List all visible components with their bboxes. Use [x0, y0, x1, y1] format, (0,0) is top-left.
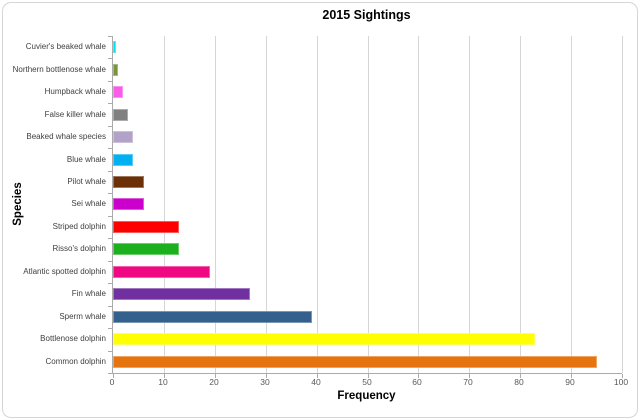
- y-tick-1: [108, 58, 112, 59]
- y-tick-3: [108, 103, 112, 104]
- x-axis-title: Frequency: [337, 390, 396, 402]
- bar-blue-whale: [113, 154, 133, 166]
- gridline-x-100: [622, 36, 623, 373]
- y-tick-8: [108, 216, 112, 217]
- x-tick-80: [520, 374, 521, 378]
- y-tick-7: [108, 193, 112, 194]
- x-tick-40: [317, 374, 318, 378]
- bar-humpback-whale: [113, 86, 123, 98]
- gridline-x-70: [469, 36, 470, 373]
- category-label-sei-whale: Sei whale: [71, 199, 106, 208]
- x-tick-label-100: 100: [613, 377, 629, 387]
- category-label-sperm-whale: Sperm whale: [59, 312, 106, 321]
- plot-area: [108, 36, 623, 378]
- bar-sperm-whale: [113, 311, 312, 323]
- gridline-x-10: [164, 36, 165, 373]
- category-label-striped-dolphin: Striped dolphin: [52, 222, 106, 231]
- x-tick-label-40: 40: [311, 377, 321, 387]
- category-label-humpback-whale: Humpback whale: [44, 87, 106, 96]
- y-tick-4: [108, 126, 112, 127]
- x-tick-label-90: 90: [565, 377, 575, 387]
- y-tick-12: [108, 306, 112, 307]
- bar-pilot-whale: [113, 176, 144, 188]
- x-tick-0: [113, 374, 114, 378]
- category-label-risso-s-dolphin: Risso's dolphin: [52, 244, 106, 253]
- gridline-x-40: [317, 36, 318, 373]
- category-label-northern-bottlenose-whale: Northern bottlenose whale: [12, 65, 106, 74]
- bar-cuvier-s-beaked-whale: [113, 41, 116, 53]
- category-label-atlantic-spotted-dolphin: Atlantic spotted dolphin: [23, 267, 106, 276]
- bar-atlantic-spotted-dolphin: [113, 266, 210, 278]
- bar-risso-s-dolphin: [113, 243, 179, 255]
- x-tick-label-80: 80: [514, 377, 524, 387]
- category-label-fin-whale: Fin whale: [71, 289, 106, 298]
- x-tick-label-70: 70: [463, 377, 473, 387]
- bar-sei-whale: [113, 198, 144, 210]
- y-tick-13: [108, 328, 112, 329]
- gridline-x-50: [368, 36, 369, 373]
- chart-title: 2015 Sightings: [322, 8, 411, 22]
- y-tick-2: [108, 81, 112, 82]
- y-tick-11: [108, 283, 112, 284]
- gridline-x-20: [215, 36, 216, 373]
- bar-northern-bottlenose-whale: [113, 64, 118, 76]
- gridline-x-60: [418, 36, 419, 373]
- bar-false-killer-whale: [113, 109, 128, 121]
- y-tick-14: [108, 351, 112, 352]
- y-tick-9: [108, 238, 112, 239]
- gridline-x-90: [571, 36, 572, 373]
- x-tick-90: [571, 374, 572, 378]
- y-tick-15: [108, 373, 112, 374]
- bar-common-dolphin: [113, 356, 597, 368]
- bar-bottlenose-dolphin: [113, 333, 535, 345]
- x-tick-label-10: 10: [158, 377, 168, 387]
- category-label-common-dolphin: Common dolphin: [45, 357, 106, 366]
- x-tick-label-0: 0: [109, 377, 115, 387]
- gridline-x-30: [266, 36, 267, 373]
- x-tick-label-30: 30: [260, 377, 270, 387]
- x-tick-30: [266, 374, 267, 378]
- x-tick-60: [418, 374, 419, 378]
- category-label-pilot-whale: Pilot whale: [67, 177, 106, 186]
- x-tick-label-20: 20: [209, 377, 219, 387]
- x-tick-100: [622, 374, 623, 378]
- category-label-beaked-whale-species: Beaked whale species: [26, 132, 106, 141]
- category-label-bottlenose-dolphin: Bottlenose dolphin: [40, 334, 106, 343]
- x-tick-20: [215, 374, 216, 378]
- y-tick-6: [108, 171, 112, 172]
- x-tick-label-50: 50: [362, 377, 372, 387]
- category-label-false-killer-whale: False killer whale: [44, 110, 106, 119]
- y-tick-0: [108, 36, 112, 37]
- x-tick-70: [469, 374, 470, 378]
- bar-striped-dolphin: [113, 221, 179, 233]
- x-tick-10: [164, 374, 165, 378]
- bar-fin-whale: [113, 288, 250, 300]
- gridline-x-80: [520, 36, 521, 373]
- category-label-cuvier-s-beaked-whale: Cuvier's beaked whale: [25, 42, 106, 51]
- x-tick-50: [368, 374, 369, 378]
- y-tick-10: [108, 261, 112, 262]
- bar-beaked-whale-species: [113, 131, 133, 143]
- y-tick-5: [108, 148, 112, 149]
- x-tick-label-60: 60: [412, 377, 422, 387]
- category-label-blue-whale: Blue whale: [66, 155, 106, 164]
